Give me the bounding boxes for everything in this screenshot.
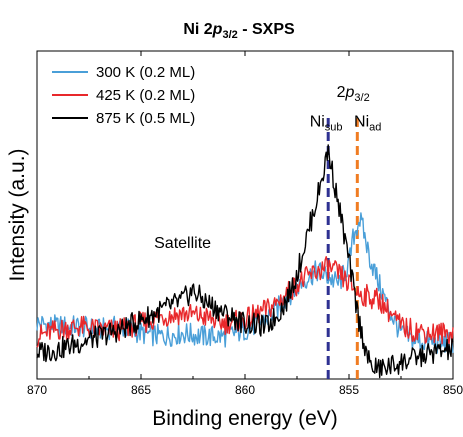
annotation-2: Nisub	[310, 113, 343, 133]
legend: 300 K (0.2 ML) 425 K (0.2 ML) 875 K (0.5 M…	[52, 64, 195, 127]
y-axis-label: Intensity (a.u.)	[6, 148, 29, 281]
reference-lines	[326, 118, 359, 379]
x-ticks: 870 865 860 855 850	[27, 51, 463, 397]
annotation-0: Satellite	[154, 235, 211, 252]
x-tick-label-1: 865	[131, 383, 151, 397]
x-tick-label-0: 870	[27, 383, 47, 397]
x-tick-label-2: 860	[235, 383, 255, 397]
annotations: Satellite 2p3/2 Nisub Niad	[154, 84, 381, 252]
chart-title: Ni 2p3/2 - SXPS	[183, 21, 295, 41]
x-tick-label-4: 850	[443, 383, 463, 397]
series-line-1	[36, 256, 454, 348]
x-axis-label: Binding energy (eV)	[152, 407, 338, 430]
legend-label-0: 300 K (0.2 ML)	[96, 64, 195, 81]
annotation-1: 2p3/2	[337, 84, 370, 104]
x-tick-label-3: 855	[339, 383, 359, 397]
annotation-3: Niad	[354, 113, 381, 133]
legend-label-1: 425 K (0.2 ML)	[96, 87, 195, 104]
series-group	[36, 144, 454, 379]
legend-label-2: 875 K (0.5 ML)	[96, 110, 195, 127]
series-line-2	[36, 144, 454, 379]
